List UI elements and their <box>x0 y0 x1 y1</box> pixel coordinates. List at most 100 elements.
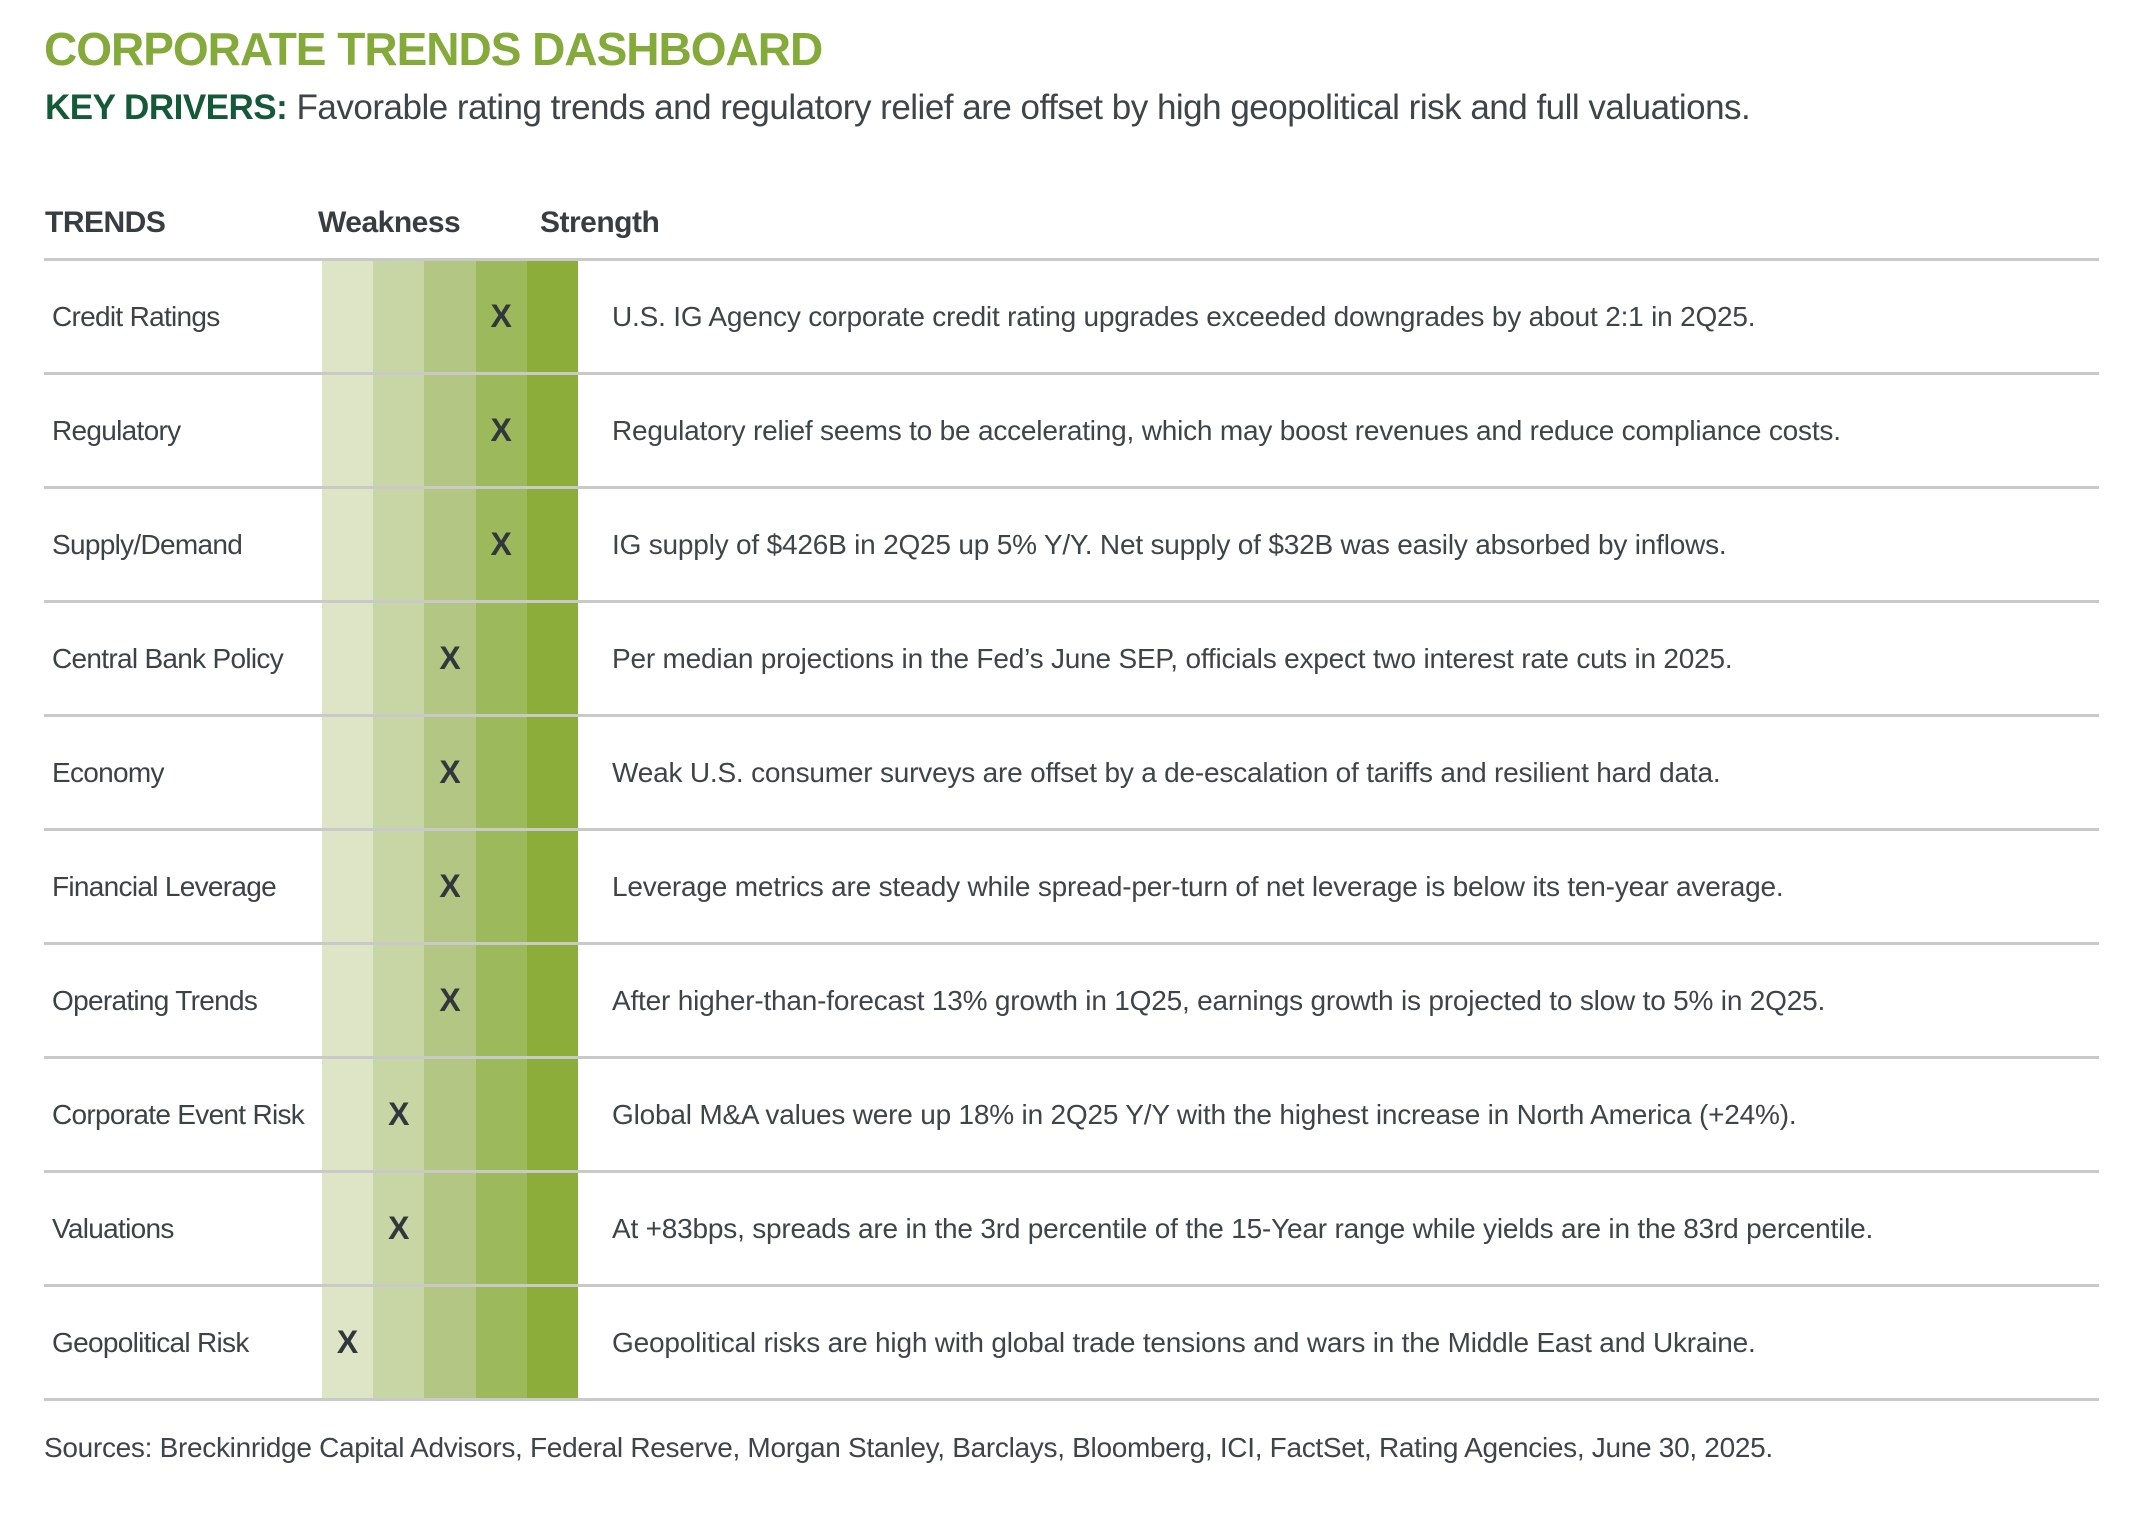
scale-cell-2 <box>373 831 425 942</box>
trend-description: Per median projections in the Fed’s June… <box>612 642 1733 674</box>
column-header-strength: Strength <box>540 206 660 239</box>
table-row: Operating Trends X After higher-than-fore… <box>44 942 2099 1056</box>
trends-table: Credit Ratings X U.S. IG Agency corporate… <box>44 258 2099 1401</box>
key-drivers-text: Favorable rating trends and regulatory r… <box>296 88 1751 127</box>
rating-marker: X <box>388 1210 410 1246</box>
table-row: Geopolitical Risk X Geopolitical risks ar… <box>44 1284 2099 1398</box>
trend-label: Financial Leverage <box>52 870 277 902</box>
scale-cell-4 <box>475 717 527 828</box>
table-row: Economy X Weak U.S. consumer surveys are … <box>44 714 2099 828</box>
table-row: Regulatory X Regulatory relief seems to b… <box>44 372 2099 486</box>
scale-cell-2 <box>373 945 425 1056</box>
scale-cell-4 <box>475 945 527 1056</box>
rating-marker: X <box>388 1096 410 1132</box>
key-drivers-label: KEY DRIVERS: <box>45 88 288 127</box>
table-row: Valuations X At +83bps, spreads are in th… <box>44 1170 2099 1284</box>
scale-cell-5 <box>526 717 578 828</box>
scale-cell-3 <box>424 603 476 714</box>
scale-cell-4 <box>475 1173 527 1284</box>
scale-cell-2 <box>373 1287 425 1398</box>
scale-cell-1 <box>322 489 374 600</box>
scale-cell-1 <box>322 945 374 1056</box>
trend-label: Geopolitical Risk <box>52 1326 249 1358</box>
scale-cell-5 <box>526 603 578 714</box>
table-row: Corporate Event Risk X Global M&A values … <box>44 1056 2099 1170</box>
key-drivers-line: KEY DRIVERS: Favorable rating trends and… <box>45 88 1751 128</box>
scale-cell-3 <box>424 1287 476 1398</box>
scale-cell-2 <box>373 489 425 600</box>
scale-cell-4 <box>475 1287 527 1398</box>
trend-label: Corporate Event Risk <box>52 1098 305 1130</box>
scale-cell-2 <box>373 1173 425 1284</box>
scale-cell-1 <box>322 1059 374 1170</box>
trend-label: Supply/Demand <box>52 528 243 560</box>
trend-description: Global M&A values were up 18% in 2Q25 Y/… <box>612 1098 1797 1130</box>
scale-cell-4 <box>475 1059 527 1170</box>
table-row: Financial Leverage X Leverage metrics are… <box>44 828 2099 942</box>
scale-cell-2 <box>373 1059 425 1170</box>
scale-cell-3 <box>424 1059 476 1170</box>
scale-cell-5 <box>526 1173 578 1284</box>
scale-cell-4 <box>475 261 527 372</box>
trend-label: Economy <box>52 756 165 788</box>
scale-cell-5 <box>526 1059 578 1170</box>
rating-marker: X <box>336 1324 359 1360</box>
trend-label: Central Bank Policy <box>52 642 284 674</box>
rating-marker: X <box>439 640 461 676</box>
scale-cell-3 <box>424 489 476 600</box>
scale-cell-1 <box>322 375 374 486</box>
trend-description: Weak U.S. consumer surveys are offset by… <box>612 756 1721 788</box>
scale-cell-5 <box>526 945 578 1056</box>
trend-label: Regulatory <box>52 414 181 446</box>
rating-marker: X <box>490 412 512 448</box>
rating-marker: X <box>490 298 512 334</box>
scale-cell-4 <box>475 831 527 942</box>
scale-cell-5 <box>526 375 578 486</box>
scale-cell-5 <box>526 261 578 372</box>
column-header-trends: TRENDS <box>45 206 166 239</box>
scale-cell-3 <box>424 375 476 486</box>
trend-description: U.S. IG Agency corporate credit rating u… <box>612 300 1756 332</box>
table-row: Credit Ratings X U.S. IG Agency corporate… <box>44 258 2099 372</box>
trend-description: IG supply of $426B in 2Q25 up 5% Y/Y. Ne… <box>612 528 1727 560</box>
scale-cell-5 <box>526 489 578 600</box>
scale-cell-1 <box>322 261 374 372</box>
scale-cell-3 <box>424 717 476 828</box>
trend-label: Credit Ratings <box>52 300 220 332</box>
trend-label: Operating Trends <box>52 984 258 1016</box>
scale-cell-2 <box>373 261 425 372</box>
scale-cell-2 <box>373 375 425 486</box>
trend-description: Geopolitical risks are high with global … <box>612 1326 1756 1358</box>
rating-marker: X <box>439 868 461 904</box>
scale-cell-3 <box>424 945 476 1056</box>
scale-cell-3 <box>424 261 476 372</box>
scale-cell-1 <box>322 1173 374 1284</box>
trend-description: Leverage metrics are steady while spread… <box>612 870 1784 902</box>
scale-cell-5 <box>526 831 578 942</box>
trend-description: After higher-than-forecast 13% growth in… <box>612 984 1826 1016</box>
sources-note: Sources: Breckinridge Capital Advisors, … <box>44 1432 1773 1463</box>
scale-cell-2 <box>373 603 425 714</box>
trend-description: Regulatory relief seems to be accelerati… <box>612 414 1841 446</box>
scale-cell-1 <box>322 831 374 942</box>
page-title: CORPORATE TRENDS DASHBOARD <box>44 23 823 75</box>
scale-cell-1 <box>322 603 374 714</box>
trend-label: Valuations <box>52 1212 174 1244</box>
scale-cell-3 <box>424 1173 476 1284</box>
rating-marker: X <box>490 526 512 562</box>
scale-cell-2 <box>373 717 425 828</box>
scale-cell-5 <box>526 1287 578 1398</box>
scale-cell-1 <box>322 1287 374 1398</box>
scale-cell-4 <box>475 603 527 714</box>
scale-cell-3 <box>424 831 476 942</box>
scale-cell-4 <box>475 489 527 600</box>
table-row: Central Bank Policy X Per median projecti… <box>44 600 2099 714</box>
trend-description: At +83bps, spreads are in the 3rd percen… <box>612 1212 1874 1244</box>
scale-cell-1 <box>322 717 374 828</box>
rating-marker: X <box>439 982 461 1018</box>
column-header-weakness: Weakness <box>318 206 461 239</box>
table-row: Supply/Demand X IG supply of $426B in 2Q2… <box>44 486 2099 600</box>
scale-cell-4 <box>475 375 527 486</box>
rating-marker: X <box>439 754 461 790</box>
